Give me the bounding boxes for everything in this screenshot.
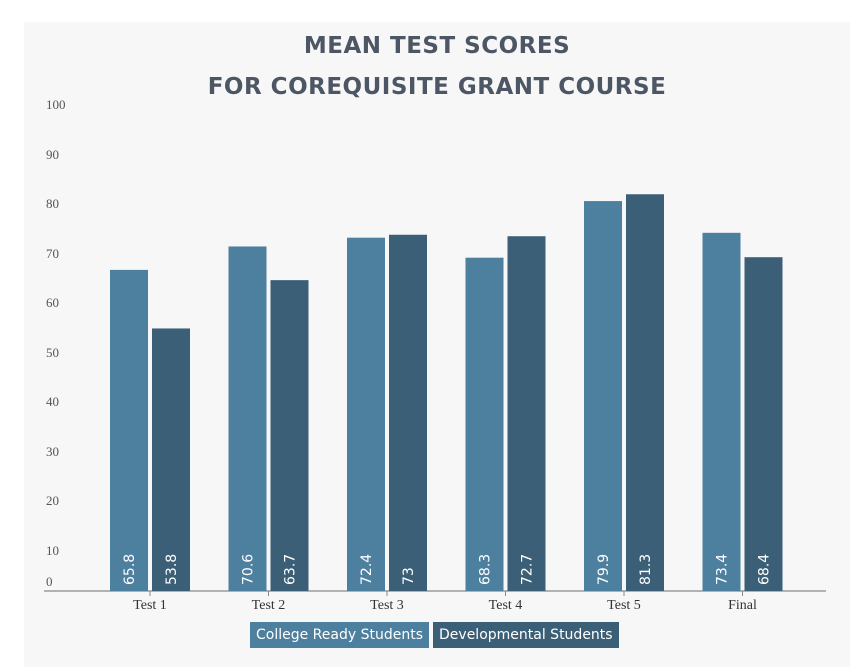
y-tick-label: 70 — [46, 246, 59, 261]
y-tick-label: 30 — [46, 444, 59, 459]
bar-value-label: 72.7 — [520, 554, 536, 585]
bar-developmental — [152, 328, 190, 591]
y-tick-label: 0 — [46, 574, 53, 589]
bar-developmental — [744, 257, 783, 591]
bar-value-label: 65.8 — [122, 554, 138, 585]
bar-college-ready — [702, 232, 741, 592]
legend-item-college-ready: College Ready Students — [250, 622, 430, 648]
bar-value-label: 68.3 — [478, 554, 494, 585]
y-tick-label: 10 — [46, 543, 59, 558]
x-tick-label: Test 1 — [133, 598, 167, 613]
bar-college-ready — [465, 257, 504, 591]
bar-college-ready — [110, 269, 148, 591]
bar-developmental — [507, 236, 546, 591]
x-tick-label: Test 3 — [370, 598, 404, 613]
bar-developmental — [270, 280, 309, 591]
bar-developmental — [626, 194, 664, 592]
bar-college-ready — [347, 237, 385, 592]
legend-item-developmental: Developmental Students — [433, 622, 619, 648]
y-tick-label: 90 — [46, 147, 59, 162]
bar-college-ready — [584, 201, 622, 591]
y-tick-label: 60 — [46, 295, 59, 310]
bar-value-label: 73.4 — [715, 554, 731, 585]
chart-title-line-1: MEAN TEST SCORES — [303, 33, 571, 59]
bar-value-label: 70.6 — [241, 554, 257, 585]
y-tick-label: 50 — [46, 345, 59, 360]
y-tick-label: 40 — [46, 394, 59, 409]
y-tick-label: 100 — [46, 97, 66, 112]
x-tick-label: Final — [728, 598, 757, 613]
bar-value-label: 72.4 — [359, 554, 375, 585]
bar-value-label: 53.8 — [164, 554, 180, 585]
y-tick-label: 80 — [46, 196, 59, 211]
x-tick-label: Test 5 — [607, 598, 641, 613]
y-tick-label: 20 — [46, 493, 59, 508]
bar-value-label: 81.3 — [638, 554, 654, 585]
bar-developmental — [389, 234, 427, 591]
chart-title-line-2: FOR COREQUISITE GRANT COURSE — [207, 74, 667, 100]
legend: College Ready Students Developmental Stu… — [250, 622, 619, 648]
x-tick-label: Test 2 — [252, 598, 286, 613]
bar-value-label: 63.7 — [283, 554, 299, 585]
bar-value-label: 73 — [401, 567, 417, 585]
bar-value-label: 79.9 — [596, 554, 612, 585]
bar-college-ready — [228, 246, 267, 592]
x-tick-label: Test 4 — [489, 598, 523, 613]
bar-value-label: 68.4 — [757, 554, 773, 585]
